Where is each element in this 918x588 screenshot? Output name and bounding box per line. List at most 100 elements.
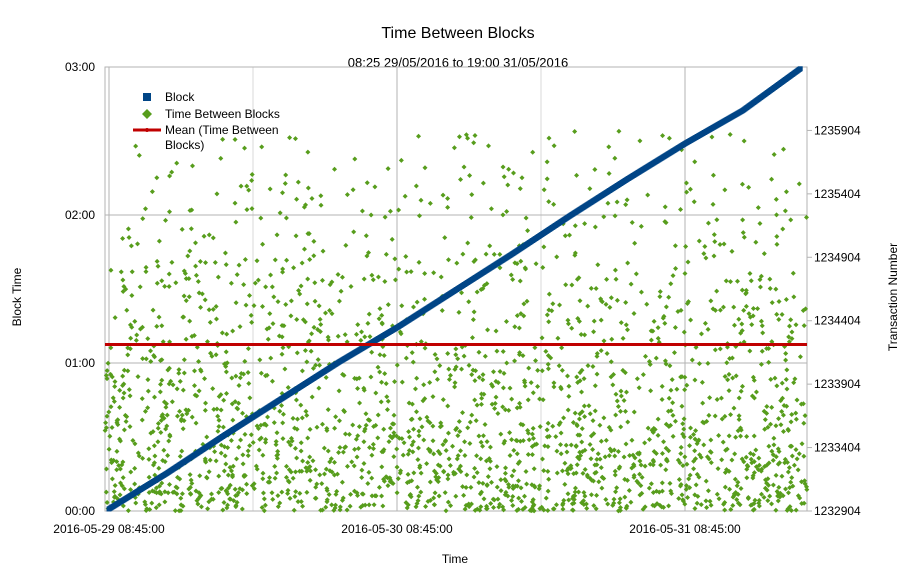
scatter-point [784,367,790,373]
y-right-tick-label: 1234404 [814,314,861,328]
scatter-point [776,484,782,490]
scatter-point [373,390,379,396]
scatter-point [179,448,185,454]
scatter-point [501,370,507,376]
scatter-point [214,191,220,197]
scatter-point [492,406,498,412]
scatter-point [421,437,427,443]
scatter-point [145,405,151,411]
scatter-point [773,196,779,202]
scatter-point [728,506,734,512]
scatter-point [575,315,581,321]
scatter-point [648,481,654,487]
scatter-point [117,404,123,410]
scatter-point [119,483,125,489]
scatter-point [218,450,224,456]
scatter-point [796,181,802,187]
scatter-point [764,480,770,486]
scatter-point [487,243,493,249]
scatter-point [680,421,686,427]
scatter-point [405,451,411,457]
scatter-point [299,260,305,266]
scatter-point [689,357,695,363]
scatter-point [745,495,751,501]
scatter-point [671,350,677,356]
scatter-point [487,458,493,464]
scatter-point [612,155,618,161]
scatter-point [335,333,341,339]
scatter-point [467,419,473,425]
x-axis-title: Time [442,552,469,566]
scatter-point [633,271,639,277]
scatter-point [197,473,203,479]
scatter-point [329,311,335,317]
scatter-point [117,492,123,498]
scatter-point [379,320,385,326]
scatter-point [315,327,321,333]
scatter-point [598,438,604,444]
scatter-point [321,471,327,477]
y-right-tick-label: 1232904 [814,504,861,518]
scatter-point [135,450,141,456]
scatter-point [177,408,183,414]
scatter-point [377,306,383,312]
scatter-point [532,442,538,448]
scatter-point [233,300,239,306]
scatter-point [576,416,582,422]
scatter-point [186,407,192,413]
scatter-point [794,397,800,403]
scatter-point [246,380,252,386]
scatter-point [457,429,463,435]
scatter-point [500,385,506,391]
scatter-point [629,437,635,443]
scatter-point [370,277,376,283]
scatter-point [443,438,449,444]
scatter-point [767,285,773,291]
scatter-point [445,350,451,356]
scatter-point [601,214,607,220]
scatter-point [751,433,757,439]
scatter-point [406,479,412,485]
scatter-point [425,418,431,424]
scatter-point [514,508,520,514]
scatter-point [602,454,608,460]
y-right-tick-label: 1233904 [814,377,861,391]
scatter-point [111,494,117,500]
scatter-point [570,495,576,501]
scatter-point [608,427,614,433]
scatter-point [774,234,780,240]
scatter-point [545,420,551,426]
scatter-point [668,488,674,494]
scatter-point [309,394,315,400]
scatter-point [658,462,664,468]
scatter-point [321,445,327,451]
scatter-point [510,494,516,500]
scatter-point [318,322,324,328]
scatter-point [128,469,134,475]
scatter-point [751,470,757,476]
scatter-point [799,441,805,447]
scatter-point [140,455,146,461]
scatter-point [726,468,732,474]
scatter-point [480,180,486,186]
scatter-point [146,456,152,462]
scatter-point [394,490,400,496]
scatter-point [164,423,170,429]
scatter-point [267,311,273,317]
scatter-point [581,376,587,382]
x-tick-label: 2016-05-29 08:45:00 [53,522,165,536]
scatter-point [245,346,251,352]
scatter-point [105,360,111,366]
scatter-point [711,232,717,238]
scatter-point [666,294,672,300]
scatter-point [731,322,737,328]
scatter-point [479,395,485,401]
scatter-point [706,456,712,462]
scatter-point [211,406,217,412]
scatter-point [369,475,375,481]
scatter-point [662,358,668,364]
scatter-point [344,192,350,198]
scatter-point [247,395,253,401]
scatter-point [722,500,728,506]
scatter-point [654,488,660,494]
